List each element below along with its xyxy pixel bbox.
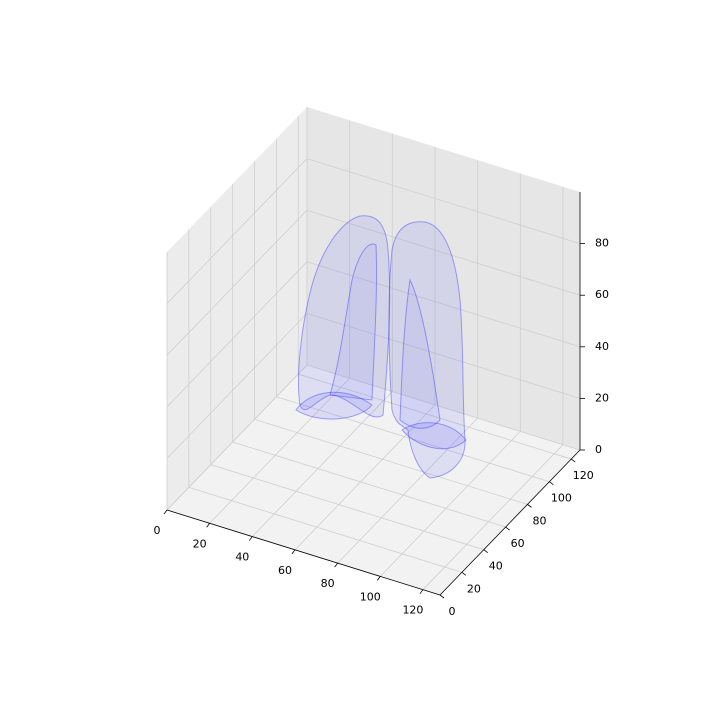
grid-line xyxy=(210,464,484,551)
x-tick-label: 0 xyxy=(154,524,161,537)
z-tick-label: 20 xyxy=(595,391,609,404)
y-tick-label: 60 xyxy=(511,537,525,550)
grid-line xyxy=(166,158,308,304)
grid-line xyxy=(254,418,528,505)
x-tick xyxy=(376,576,381,581)
grid-line xyxy=(306,261,581,348)
y-tick-label: 20 xyxy=(467,582,481,595)
x-tick-label: 100 xyxy=(360,590,381,603)
z-tick-label: 40 xyxy=(595,340,609,353)
z-tick-label: 60 xyxy=(595,288,609,301)
left-lung xyxy=(298,215,391,418)
left-lung-inner xyxy=(329,243,378,401)
grid-line xyxy=(306,158,581,244)
grid-line xyxy=(166,209,308,356)
grid xyxy=(166,107,581,596)
x-tick-label: 80 xyxy=(321,577,335,590)
y-tick xyxy=(571,458,576,463)
x-tick xyxy=(163,509,168,515)
x-tick xyxy=(248,536,253,541)
right-lung xyxy=(388,221,466,479)
z-tick-label: 80 xyxy=(595,237,609,250)
x-tick xyxy=(206,523,210,528)
grid-line xyxy=(294,404,436,551)
y-tick-label: 120 xyxy=(573,469,594,482)
grid-line xyxy=(188,486,462,573)
y-axis-line xyxy=(439,449,581,596)
lung-mesh xyxy=(295,215,467,479)
right-base xyxy=(401,422,467,450)
grid-line xyxy=(298,373,572,460)
x-tick-label: 60 xyxy=(278,564,292,577)
y-tick xyxy=(527,504,532,508)
y-tick-label: 80 xyxy=(533,514,547,527)
z-tick-label: 0 xyxy=(595,443,602,456)
grid-line xyxy=(209,378,350,524)
right-lung-inner xyxy=(399,278,441,429)
y-tick xyxy=(461,572,467,576)
grid-line xyxy=(379,431,521,577)
y-tick xyxy=(549,481,554,486)
x-tick-label: 20 xyxy=(193,537,207,550)
y-tick-label: 100 xyxy=(551,492,572,505)
grid-line xyxy=(306,209,581,296)
x-tick-label: 120 xyxy=(402,604,423,617)
back-pane xyxy=(307,107,580,450)
grid-line xyxy=(337,417,478,564)
grid-line xyxy=(232,441,506,528)
left-pane xyxy=(167,107,307,510)
y-tick xyxy=(505,526,510,531)
y-tick-label: 0 xyxy=(449,605,456,618)
x-tick xyxy=(334,562,338,568)
y-tick xyxy=(483,549,488,554)
x-tick-label: 40 xyxy=(235,551,249,564)
grid-line xyxy=(306,364,581,451)
grid-line xyxy=(166,313,308,459)
grid-line xyxy=(166,364,308,511)
x-tick xyxy=(291,549,296,555)
left-base xyxy=(295,391,373,420)
y-tick xyxy=(439,594,445,599)
floor-pane xyxy=(167,365,580,595)
x-axis-line xyxy=(166,509,441,596)
grid-line xyxy=(306,313,581,399)
x-tick xyxy=(419,589,424,594)
grid-line xyxy=(166,261,308,408)
grid-line xyxy=(276,396,550,483)
grid-line xyxy=(422,444,564,590)
y-tick-label: 40 xyxy=(489,560,503,573)
panes xyxy=(167,107,580,595)
grid-line xyxy=(252,391,393,537)
